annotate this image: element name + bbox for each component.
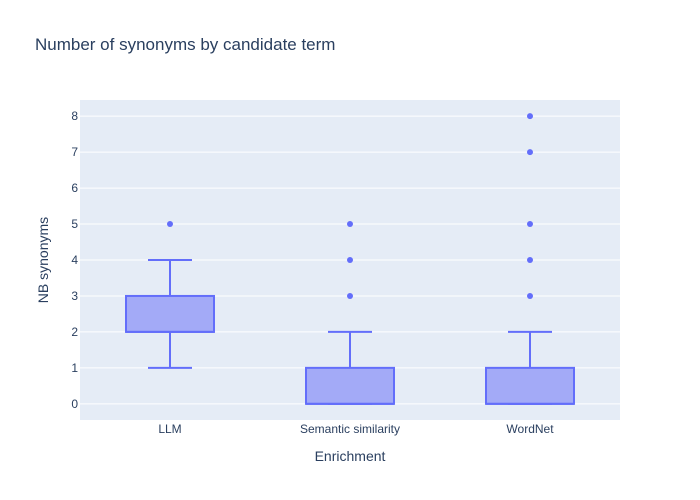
- x-tick-label: WordNet: [506, 422, 554, 436]
- box-llm: [125, 221, 215, 369]
- outlier-point: [167, 221, 173, 228]
- box-wordnet: [485, 113, 575, 405]
- y-tick-label: 1: [71, 361, 78, 375]
- iqr-box: [125, 294, 215, 333]
- y-tick-labels: 0 1 2 3 4 5 6 7 8: [71, 109, 78, 411]
- outlier-point: [527, 257, 533, 263]
- y-tick-label: 7: [71, 145, 78, 159]
- x-axis-title: Enrichment: [315, 448, 386, 464]
- x-tick-labels: LLM Semantic similarity WordNet: [158, 422, 554, 436]
- x-tick-label: LLM: [158, 422, 181, 436]
- y-axis-title: NB synonyms: [35, 217, 51, 303]
- boxes: [125, 113, 575, 405]
- y-tick-label: 0: [71, 397, 78, 411]
- y-tick-label: 4: [71, 253, 78, 267]
- outlier-point: [527, 113, 533, 120]
- y-tick-label: 6: [71, 181, 78, 195]
- outlier-point: [527, 292, 533, 299]
- y-tick-label: 8: [71, 109, 78, 123]
- outlier-point: [347, 257, 353, 263]
- iqr-box: [485, 366, 575, 405]
- y-tick-label: 3: [71, 289, 78, 303]
- outlier-point: [527, 221, 533, 228]
- y-tick-label: 2: [71, 325, 78, 339]
- outlier-point: [347, 292, 353, 299]
- iqr-box: [305, 366, 395, 405]
- chart-title: Number of synonyms by candidate term: [35, 35, 335, 54]
- x-tick-label: Semantic similarity: [300, 422, 400, 436]
- outlier-point: [527, 149, 533, 156]
- outlier-point: [347, 221, 353, 228]
- box-semantic-similarity: [305, 221, 395, 405]
- y-tick-label: 5: [71, 217, 78, 231]
